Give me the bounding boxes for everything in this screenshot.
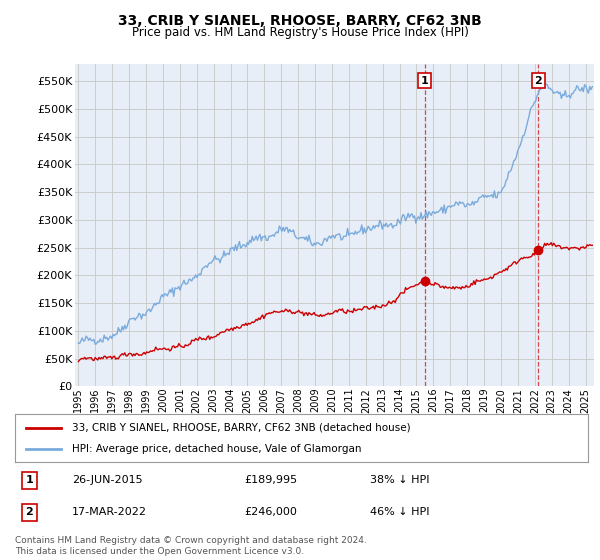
Text: Contains HM Land Registry data © Crown copyright and database right 2024.
This d: Contains HM Land Registry data © Crown c…: [15, 536, 367, 556]
Text: Price paid vs. HM Land Registry's House Price Index (HPI): Price paid vs. HM Land Registry's House …: [131, 26, 469, 39]
Text: HPI: Average price, detached house, Vale of Glamorgan: HPI: Average price, detached house, Vale…: [73, 444, 362, 454]
Text: 17-MAR-2022: 17-MAR-2022: [73, 507, 148, 517]
Text: 33, CRIB Y SIANEL, RHOOSE, BARRY, CF62 3NB (detached house): 33, CRIB Y SIANEL, RHOOSE, BARRY, CF62 3…: [73, 423, 411, 433]
Text: £189,995: £189,995: [244, 475, 298, 486]
Text: 38% ↓ HPI: 38% ↓ HPI: [370, 475, 430, 486]
Text: 2: 2: [25, 507, 33, 517]
Text: 1: 1: [25, 475, 33, 486]
Text: 26-JUN-2015: 26-JUN-2015: [73, 475, 143, 486]
Text: 46% ↓ HPI: 46% ↓ HPI: [370, 507, 430, 517]
Text: 2: 2: [535, 76, 542, 86]
Text: 33, CRIB Y SIANEL, RHOOSE, BARRY, CF62 3NB: 33, CRIB Y SIANEL, RHOOSE, BARRY, CF62 3…: [118, 14, 482, 28]
Text: £246,000: £246,000: [244, 507, 297, 517]
Text: 1: 1: [421, 76, 428, 86]
